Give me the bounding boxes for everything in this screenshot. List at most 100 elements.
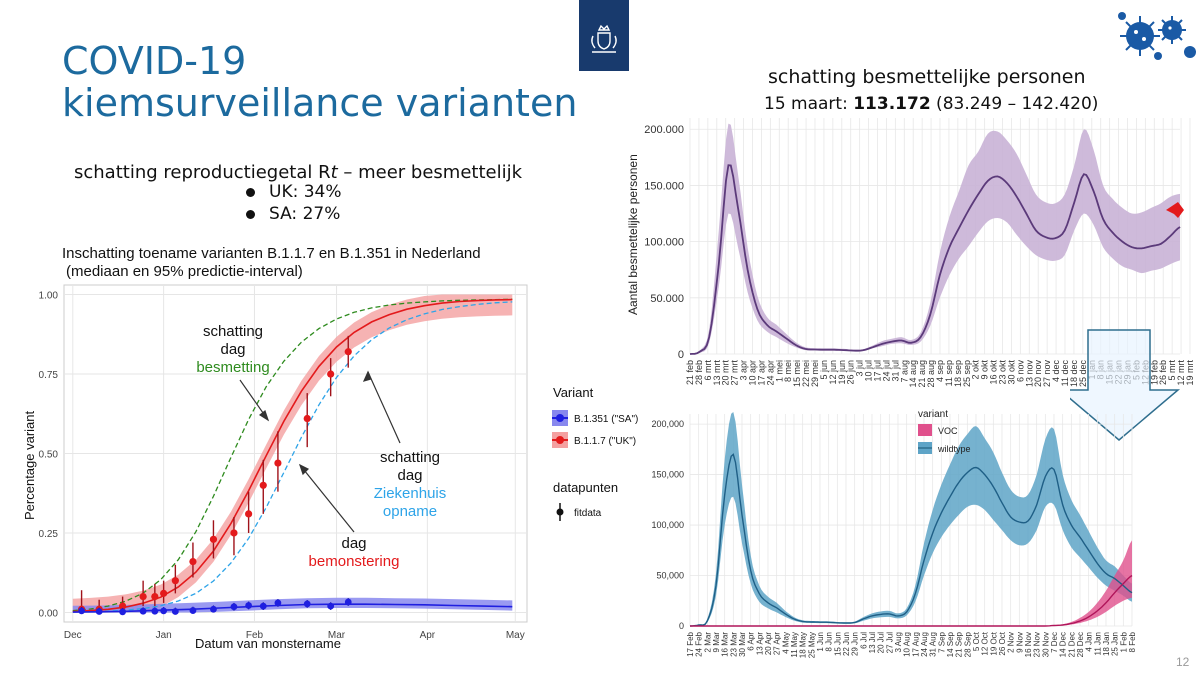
rt-x-tick-label: 17 apr [756,360,766,386]
annot-besmetting-3: besmetting [196,359,269,376]
rb-x-tick-label: 7 Dec [1050,632,1059,653]
left-y-tick-label: 1.00 [39,291,59,302]
left-x-tick-label: Dec [64,630,82,641]
uk-datapoint [245,510,253,518]
rt-x-tick-label: 10 jul [864,360,874,382]
sa-datapoint [230,603,238,611]
rb-legend-swatch-voc [918,424,932,436]
sa-datapoint [259,602,267,610]
rb-x-tick-label: 25 Jan [1111,632,1120,656]
wildtype-band [690,412,1132,626]
arrow-bemonstering [299,464,355,533]
sa-datapoint [78,607,85,615]
uk-datapoint [259,481,267,489]
uk-datapoint [209,535,218,543]
sa-datapoint [151,607,159,615]
rt-x-tick-label: 18 sep [953,360,963,387]
rb-legend-title: variant [918,409,948,420]
sa-datapoint [210,605,217,613]
rt-x-tick-label: 6 mrt [703,360,713,381]
annot-ziekenhuis-4: opname [383,503,437,520]
rt-y-tick-label: 100.000 [644,237,684,249]
rb-x-tick-label: 17 Aug [911,632,920,657]
rb-x-tick-label: 1 Jun [816,632,825,652]
rb-x-tick-label: 20 Apr [764,632,773,655]
rt-x-tick-label: 15 mei [792,360,802,387]
rb-x-tick-label: 13 Jul [868,632,877,654]
arrow-ziekenhuis [367,371,401,444]
annot-bemonstering-2: bemonstering [309,553,400,570]
rt-x-tick-label: 30 okt [1006,360,1016,385]
rt-x-tick-label: 20 nov [1033,360,1043,388]
left-x-axis-label: Datum van monstername [195,636,341,651]
rt-x-tick-label: 21 feb [685,360,695,385]
left-x-tick-label: Apr [420,630,436,641]
sa-datapoint [160,607,168,615]
rb-x-tick-label: 21 Sep [955,631,964,657]
rt-x-tick-label: 4 dec [1051,360,1061,383]
legend2-label: fitdata [574,508,602,519]
rb-x-tick-label: 16 Nov [1024,632,1033,657]
rb-x-tick-label: 3 Aug [894,632,903,652]
rb-y-tick-label: 150,000 [651,470,684,480]
rb-x-tick-label: 2 Mar [703,632,712,653]
page-number: 12 [1176,655,1190,669]
rt-x-tick-label: 8 mei [783,360,793,382]
rt-x-tick-label: 28 feb [694,360,704,385]
rt-median-line [689,164,1181,355]
rb-x-tick-label: 14 Dec [1059,632,1068,657]
sa-datapoint [95,608,103,615]
rb-x-tick-label: 11 Jan [1093,632,1102,655]
rt-x-tick-label: 16 okt [989,360,999,385]
legend-title: Variant [553,385,594,400]
rb-x-tick-label: 2 Nov [1007,632,1016,653]
slide-title: COVID-19 [62,39,247,83]
rt-x-tick-label: 25 dec [1078,360,1088,388]
sa-datapoint [189,607,197,614]
rt-x-tick-label: 6 nov [1015,360,1025,383]
rb-x-tick-label: 28 Dec [1076,632,1085,657]
rb-x-tick-label: 24 Feb [695,631,704,656]
wildtype-median-line [689,453,1133,627]
left-x-tick-label: Jan [156,630,172,641]
rt-x-tick-label: 9 okt [980,360,990,380]
rt-x-tick-label: 17 jul [873,360,883,382]
rb-y-tick-label: 200,000 [651,419,684,429]
zoom-arrow [1070,329,1181,441]
left-y-tick-label: 0.25 [39,529,59,540]
rt-heading: schatting reproductiegetal Rt – meer bes… [74,162,523,183]
uk-datapoint [160,589,168,597]
rt-x-tick-label: 11 dec [1060,360,1070,387]
rt-y-axis-label: Aantal besmettelijke personen [626,154,640,315]
rb-x-tick-label: 5 Oct [972,631,981,651]
uk-datapoint [327,370,335,378]
sa-datapoint [274,599,282,607]
rt-x-tick-label: 19 feb [1149,360,1159,385]
rt-y-tick-label: 0 [678,349,684,361]
sa-datapoint [119,608,127,616]
rb-x-tick-label: 13 Apr [755,632,764,655]
rb-x-tick-label: 22 Jun [842,632,851,656]
rb-x-tick-label: 15 Jun [833,632,842,656]
rt-x-tick-label: 11 sep [944,360,954,386]
uk-datapoint [189,557,197,566]
rb-x-tick-label: 27 Apr [773,632,782,655]
current-estimate-marker [1166,202,1184,218]
sa-datapoint [245,602,253,609]
voc-median-line [690,574,1133,627]
uk-datapoint [119,602,127,610]
rt-y-tick-label: 200.000 [644,124,684,136]
rb-x-tick-label: 21 Dec [1067,632,1076,657]
left-chart-subtitle: (mediaan en 95% predictie-interval) [66,263,303,280]
sa-datapoint [139,607,147,615]
rb-x-tick-label: 30 Mar [738,632,747,657]
legend-label-uk: B.1.1.7 ("UK") [574,436,636,447]
besmetting-curve [72,298,513,612]
right-chart-subtitle: 15 maart: 113.172 (83.249 – 142.420) [764,94,1099,114]
rt-x-tick-label: 2 okt [971,360,981,380]
uk-datapoint [303,414,311,423]
rt-x-tick-label: 24 jul [881,360,891,382]
rb-legend-label-wild: wildtype [937,444,971,454]
left-y-tick-label: 0.00 [39,608,59,619]
